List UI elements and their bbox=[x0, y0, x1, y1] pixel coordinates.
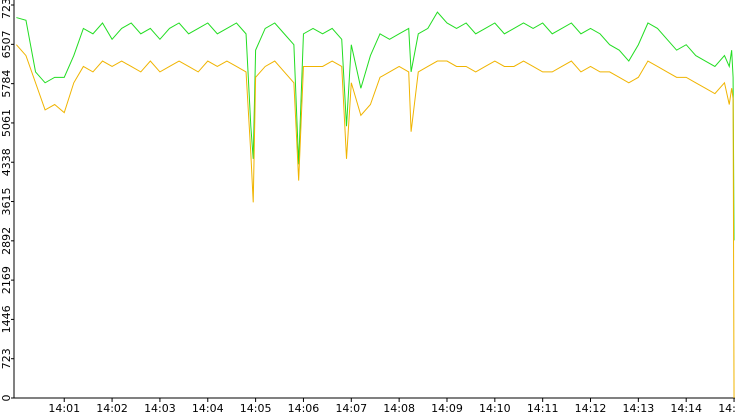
x-tick-label: 14:10 bbox=[479, 402, 511, 415]
y-tick-label: 0 bbox=[0, 395, 13, 402]
x-tick-label: 14:07 bbox=[335, 402, 367, 415]
y-tick-label: 6507 bbox=[0, 30, 13, 58]
y-tick-label: 1446 bbox=[0, 305, 13, 333]
x-tick-label: 14:15 bbox=[718, 402, 735, 415]
y-tick-label: 5784 bbox=[0, 70, 13, 98]
x-tick-label: 14:01 bbox=[48, 402, 80, 415]
x-tick-label: 14:09 bbox=[431, 402, 463, 415]
x-tick-label: 14:11 bbox=[527, 402, 559, 415]
x-tick-label: 14:14 bbox=[670, 402, 702, 415]
x-tick-label: 14:08 bbox=[383, 402, 415, 415]
y-tick-label: 3615 bbox=[0, 188, 13, 216]
y-tick-label: 4338 bbox=[0, 148, 13, 176]
series-line bbox=[16, 44, 735, 399]
x-tick-label: 14:02 bbox=[96, 402, 128, 415]
series-line bbox=[16, 11, 735, 241]
y-tick-label: 723 bbox=[0, 348, 13, 369]
y-tick-label: 2169 bbox=[0, 266, 13, 294]
x-tick-label: 14:12 bbox=[575, 402, 607, 415]
x-tick-label: 14:03 bbox=[144, 402, 176, 415]
y-tick-label: 2892 bbox=[0, 227, 13, 255]
x-tick-label: 14:06 bbox=[288, 402, 320, 415]
y-tick-label: 5061 bbox=[0, 109, 13, 137]
x-tick-label: 14:13 bbox=[623, 402, 655, 415]
x-tick-label: 14:05 bbox=[240, 402, 272, 415]
y-tick-label: 7231 bbox=[0, 0, 13, 19]
x-tick-label: 14:04 bbox=[192, 402, 224, 415]
